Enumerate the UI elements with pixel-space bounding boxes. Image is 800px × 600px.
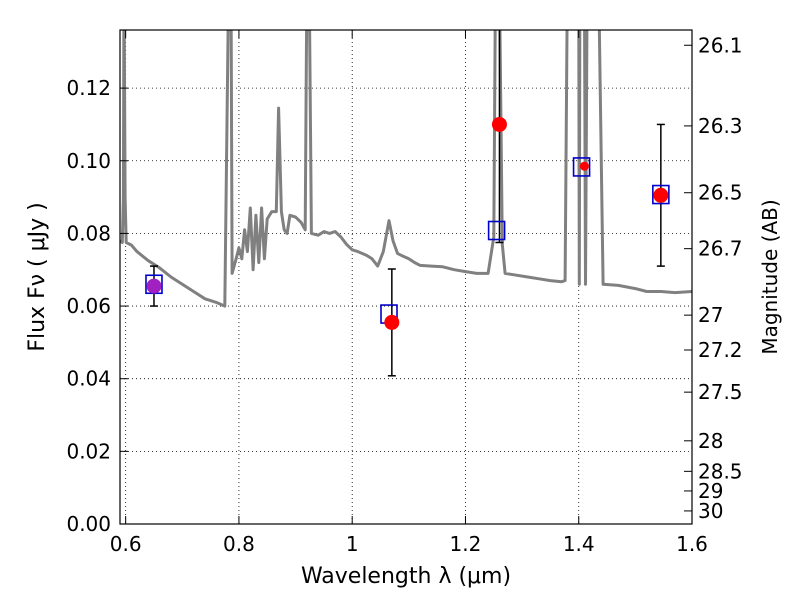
observed-point bbox=[384, 314, 400, 330]
mag-tick-label: 28 bbox=[698, 429, 723, 453]
x-tick-label: 1 bbox=[346, 532, 359, 556]
x-tick-label: 1.4 bbox=[563, 532, 595, 556]
observed-point bbox=[653, 187, 669, 203]
y-tick-label: 0.00 bbox=[66, 512, 111, 536]
x-tick-label: 1.6 bbox=[676, 532, 708, 556]
x-axis-label: Wavelength λ (μm) bbox=[301, 564, 511, 589]
model-point bbox=[487, 220, 506, 241]
mag-tick-label: 26.7 bbox=[698, 237, 743, 261]
observed-point bbox=[491, 116, 507, 132]
y-tick-label: 0.04 bbox=[66, 367, 111, 391]
plot-frame bbox=[119, 29, 693, 525]
observed-point bbox=[579, 161, 589, 171]
axis-ticks: 0.6 0.8 1 1.2 1.4 1.6 0.00 0.02 0.04 0.06 0.08 0.10… bbox=[66, 30, 743, 556]
mag-tick-label: 27.2 bbox=[698, 338, 743, 362]
spectrum-line bbox=[120, 30, 692, 308]
points-layer bbox=[145, 30, 670, 377]
model-point bbox=[572, 157, 591, 177]
mag-tick-label: 30 bbox=[698, 499, 723, 523]
mag-tick-label: 28.5 bbox=[698, 459, 743, 483]
grid bbox=[120, 30, 693, 525]
mag-tick-label: 26.5 bbox=[698, 181, 743, 205]
mag-tick-label: 26.1 bbox=[698, 33, 743, 57]
y-tick-label: 0.08 bbox=[66, 221, 111, 245]
mag-tick-label: 26.3 bbox=[698, 114, 743, 138]
y-tick-label: 0.12 bbox=[66, 76, 111, 100]
mag-tick-label: 27 bbox=[698, 303, 723, 327]
y-tick-label: 0.02 bbox=[66, 439, 111, 463]
y-tick-label: 0.10 bbox=[66, 149, 111, 173]
spectrum-layer bbox=[120, 30, 692, 308]
right-axis-label: Magnitude (AB) bbox=[758, 199, 782, 354]
y-tick-label: 0.06 bbox=[66, 294, 111, 318]
observed-point bbox=[146, 278, 162, 294]
mag-tick-label: 29 bbox=[698, 479, 723, 503]
model-point bbox=[652, 184, 670, 205]
x-tick-label: 1.2 bbox=[450, 532, 482, 556]
y-axis-label: Flux Fν ( μJy ) bbox=[25, 202, 50, 351]
mag-tick-label: 27.5 bbox=[698, 380, 743, 404]
x-tick-label: 0.6 bbox=[110, 532, 142, 556]
x-tick-label: 0.8 bbox=[223, 532, 255, 556]
